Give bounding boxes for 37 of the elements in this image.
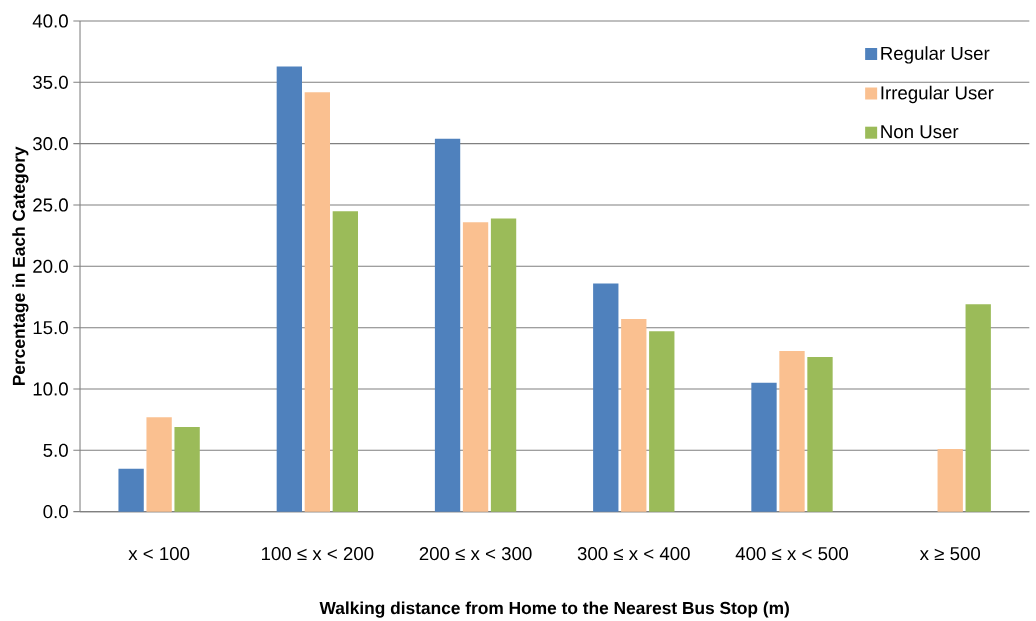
x-tick-label: x < 100	[128, 547, 190, 561]
x-tick-label: 100 ≤ x < 200	[262, 547, 374, 561]
y-tick-label: 20.0	[33, 259, 68, 273]
bar	[751, 382, 777, 512]
x-tick-label: 300 ≤ x < 400	[577, 547, 690, 561]
y-tick-label: 25.0	[33, 198, 68, 212]
y-tick-label: 30.0	[33, 137, 68, 151]
y-tick-label: 15.0	[33, 321, 68, 335]
legend-label: Non User	[881, 125, 959, 139]
y-tick-label: 35.0	[33, 75, 68, 89]
bar	[276, 66, 303, 512]
y-tick-label: 10.0	[33, 382, 68, 396]
legend-label: Irregular User	[881, 85, 994, 104]
bar	[649, 331, 675, 512]
y-tick-label: 5.0	[43, 443, 68, 457]
bar	[434, 138, 461, 512]
x-tick-label: 400 ≤ x < 500	[735, 547, 849, 561]
bar	[146, 417, 172, 512]
x-tick-label: 200 ≤ x < 300	[419, 547, 532, 561]
bar	[462, 222, 489, 512]
bar	[174, 427, 200, 512]
x-axis-title: Walking distance from Home to the Nearest Bus Stop (m)	[319, 601, 789, 618]
bar	[621, 319, 647, 512]
bar	[937, 449, 963, 512]
bar	[965, 304, 991, 512]
bar	[304, 92, 331, 512]
bar	[593, 283, 619, 512]
bar	[118, 468, 144, 512]
bar	[779, 350, 805, 512]
x-tick-label: x ≥ 500	[919, 547, 981, 561]
bar	[490, 218, 517, 512]
bar	[807, 357, 833, 512]
legend-label: Regular User	[881, 46, 990, 64]
y-tick-label: 40.0	[32, 14, 68, 28]
y-axis-title: Percentage in Each Category	[12, 146, 29, 386]
y-tick-label: 0.0	[43, 505, 68, 519]
bar	[332, 211, 359, 512]
